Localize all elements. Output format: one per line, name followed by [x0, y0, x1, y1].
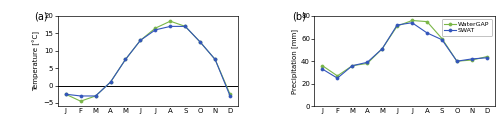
- Line: SWAT: SWAT: [321, 21, 488, 80]
- SWAT: [439, 39, 445, 40]
- WaterGAP: [364, 63, 370, 64]
- WaterGAP: [350, 65, 356, 66]
- WaterGAP: [334, 75, 340, 77]
- SWAT: [454, 60, 460, 62]
- Text: (b): (b): [292, 11, 306, 21]
- WaterGAP: [484, 56, 490, 57]
- SWAT: [379, 48, 385, 49]
- Text: (a): (a): [34, 11, 48, 21]
- SWAT: [409, 22, 415, 24]
- WaterGAP: [469, 59, 475, 61]
- WaterGAP: [439, 38, 445, 39]
- SWAT: [364, 61, 370, 63]
- Line: WaterGAP: WaterGAP: [321, 19, 488, 77]
- Legend: WaterGAP, SWAT: WaterGAP, SWAT: [442, 19, 492, 36]
- Y-axis label: Temperature [°C]: Temperature [°C]: [33, 31, 40, 91]
- SWAT: [350, 65, 356, 66]
- SWAT: [320, 68, 326, 70]
- WaterGAP: [454, 60, 460, 62]
- WaterGAP: [320, 65, 326, 66]
- SWAT: [334, 77, 340, 79]
- WaterGAP: [379, 48, 385, 49]
- WaterGAP: [424, 21, 430, 22]
- Y-axis label: Precipitation [mm]: Precipitation [mm]: [292, 29, 298, 94]
- SWAT: [394, 24, 400, 26]
- WaterGAP: [409, 20, 415, 21]
- WaterGAP: [394, 25, 400, 27]
- SWAT: [484, 57, 490, 59]
- SWAT: [424, 32, 430, 34]
- SWAT: [469, 58, 475, 60]
